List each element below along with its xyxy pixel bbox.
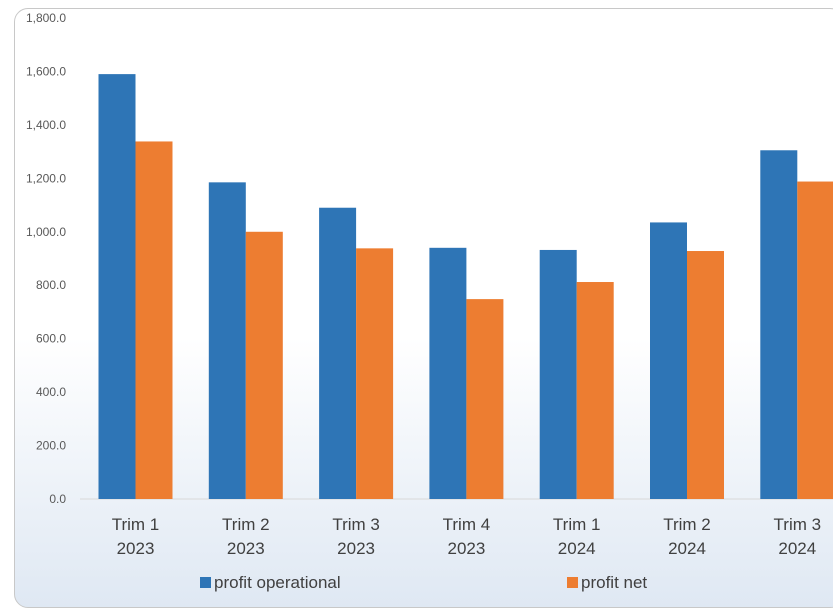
y-tick-label: 1,600.0: [26, 64, 66, 78]
y-tick-label: 200.0: [36, 439, 66, 453]
x-category-label: Trim 3: [332, 515, 380, 534]
x-category-label: 2023: [337, 539, 375, 558]
legend-label: profit net: [581, 573, 647, 592]
x-category-label: Trim 1: [553, 515, 601, 534]
y-tick-label: 1,400.0: [26, 118, 66, 132]
x-category-label: 2024: [778, 539, 816, 558]
bar: [650, 222, 687, 499]
y-tick-label: 600.0: [36, 332, 66, 346]
y-tick-label: 800.0: [36, 278, 66, 292]
x-category-label: 2023: [117, 539, 155, 558]
legend-label: profit operational: [214, 573, 341, 592]
bar: [136, 141, 173, 499]
x-category-label: Trim 2: [663, 515, 711, 534]
bars: [99, 74, 833, 499]
x-category-label: Trim 2: [222, 515, 270, 534]
y-tick-label: 1,200.0: [26, 171, 66, 185]
y-tick-label: 0.0: [49, 492, 66, 506]
legend-swatch: [200, 577, 211, 588]
bar: [540, 250, 577, 499]
bar: [577, 282, 614, 499]
y-tick-label: 1,000.0: [26, 225, 66, 239]
x-category-label: 2024: [558, 539, 596, 558]
bar: [246, 232, 283, 499]
bar: [209, 182, 246, 499]
y-axis-ticks: 0.0 200.0 400.0 600.0 800.0 1,000.0 1,200.0 1,4…: [26, 11, 66, 506]
legend: profit operational profit net: [200, 573, 647, 592]
x-category-label: 2023: [227, 539, 265, 558]
bar: [687, 251, 724, 499]
bar: [356, 248, 393, 499]
bar: [797, 182, 833, 499]
bar: [760, 150, 797, 499]
y-tick-label: 1,800.0: [26, 11, 66, 25]
bar: [319, 208, 356, 499]
bar: [466, 299, 503, 499]
x-category-label: 2024: [668, 539, 706, 558]
bar: [429, 248, 466, 499]
bar: [99, 74, 136, 499]
legend-swatch: [567, 577, 578, 588]
x-category-label: 2023: [447, 539, 485, 558]
y-tick-label: 400.0: [36, 385, 66, 399]
x-axis-categories: Trim 1 2023 Trim 2 2023 Trim 3 2023 Trim 4 2023…: [112, 515, 821, 558]
x-category-label: Trim 3: [774, 515, 822, 534]
x-category-label: Trim 4: [443, 515, 491, 534]
x-category-label: Trim 1: [112, 515, 160, 534]
